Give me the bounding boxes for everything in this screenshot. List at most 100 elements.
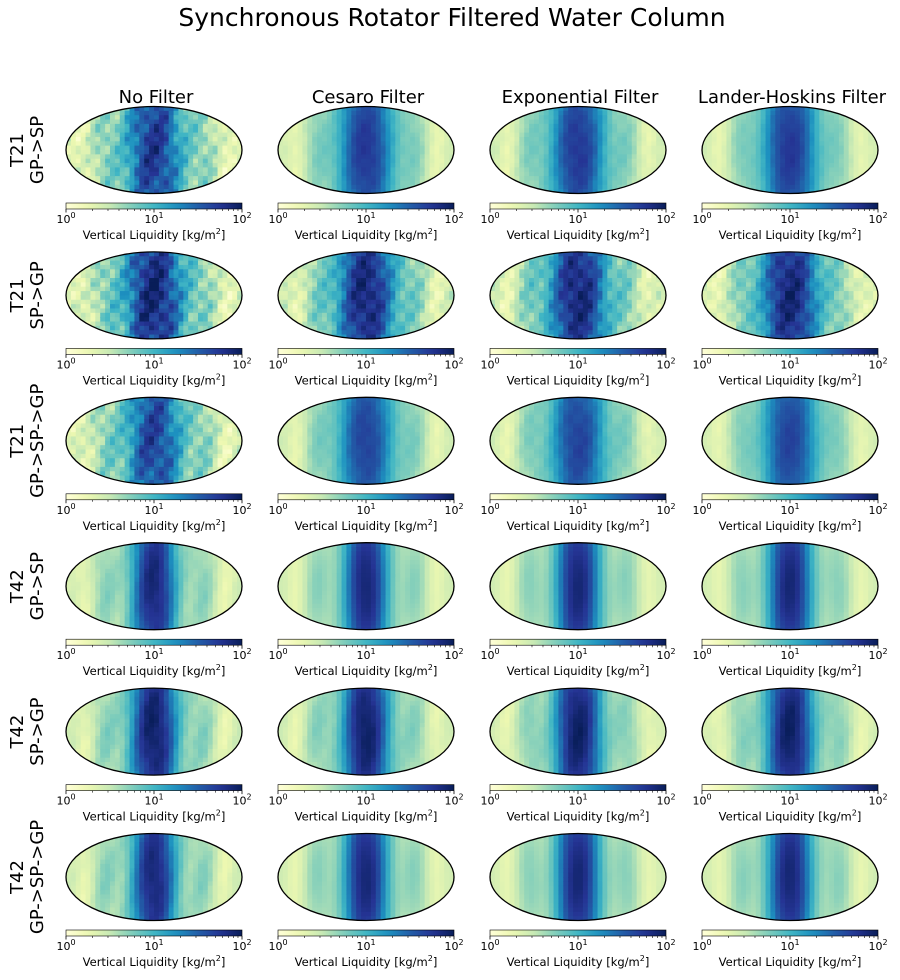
map-cell: [434, 325, 440, 331]
map-cell: [558, 189, 564, 194]
map-cell: [282, 291, 289, 296]
map-cell: [173, 260, 180, 266]
map-cell: [80, 286, 87, 292]
map-cell: [154, 106, 160, 112]
map-cell: [237, 330, 242, 336]
map-cell: [519, 189, 525, 194]
map-cell: [863, 150, 869, 155]
map-cell: [543, 136, 550, 142]
map-cell: [499, 308, 506, 314]
map-cell: [524, 119, 530, 125]
map-cell: [361, 167, 367, 173]
map-cell: [824, 176, 830, 182]
map-cell: [302, 150, 308, 155]
map-cell: [504, 136, 511, 142]
map-cell: [617, 189, 623, 194]
map-cell: [504, 251, 511, 257]
map-cell: [90, 317, 96, 323]
map-cell: [178, 308, 184, 314]
map-cell: [449, 286, 454, 292]
map-cell: [326, 299, 333, 305]
map-cell: [558, 163, 564, 168]
map-cell: [626, 136, 633, 142]
map-cell: [395, 330, 401, 336]
map-cell: [66, 321, 72, 327]
map-cell: [494, 163, 501, 168]
map-cell: [370, 141, 377, 147]
map-cell: [95, 123, 101, 129]
map-cell: [543, 145, 550, 151]
map-cell: [70, 295, 77, 301]
map-cell: [287, 299, 294, 305]
map-cell: [173, 251, 180, 257]
map-cell: [582, 282, 589, 288]
map-cell: [297, 189, 304, 194]
map-cell: [370, 176, 377, 182]
map-cell: [612, 141, 618, 147]
map-cell: [858, 136, 864, 142]
map-cell: [563, 260, 569, 266]
map-cell: [312, 119, 318, 125]
map-cell: [553, 123, 560, 129]
map-cell: [716, 123, 723, 129]
map-cell: [154, 291, 160, 296]
map-cell: [341, 325, 348, 331]
map-cell: [543, 180, 550, 186]
map-cell: [775, 123, 781, 129]
map-cell: [370, 273, 377, 279]
map-cell: [292, 150, 299, 155]
map-cell: [746, 115, 752, 121]
map-cell: [346, 167, 352, 173]
map-cell: [297, 167, 304, 173]
map-cell: [449, 264, 454, 270]
map-cell: [322, 145, 328, 151]
map-cell: [568, 317, 574, 323]
map-cell: [439, 150, 445, 155]
map-cell: [297, 150, 304, 155]
map-cell: [414, 325, 421, 331]
map-cell: [322, 273, 328, 279]
map-cell: [799, 136, 806, 142]
map-cell: [494, 282, 501, 288]
map-cell: [149, 123, 155, 129]
map-cell: [119, 264, 126, 270]
map-cell: [75, 141, 82, 147]
map-cell: [568, 334, 574, 339]
map-cell: [212, 119, 219, 125]
map-cell: [198, 278, 204, 283]
map-cell: [519, 330, 525, 336]
map-cell: [434, 299, 440, 305]
map-cell: [750, 136, 757, 142]
map-cell: [322, 167, 328, 173]
map-cell: [183, 260, 189, 266]
map-cell: [848, 119, 855, 125]
map-cell: [80, 251, 87, 257]
map-cell: [154, 158, 160, 164]
map-cell: [390, 176, 396, 182]
map-cell: [356, 189, 362, 194]
map-cell: [746, 119, 752, 125]
map-cell: [144, 264, 150, 270]
map-cell: [834, 154, 840, 160]
map-cell: [873, 184, 878, 190]
map-cell: [390, 260, 396, 266]
map-cell: [395, 321, 401, 327]
map-cell: [278, 321, 284, 327]
map-cell: [414, 150, 421, 155]
map-cell: [499, 145, 506, 151]
map-cell: [217, 308, 224, 314]
map-cell: [70, 106, 77, 112]
map-cell: [755, 167, 762, 173]
map-cell: [158, 260, 165, 266]
map-cell: [760, 158, 767, 164]
map-cell: [370, 317, 377, 323]
map-cell: [380, 317, 387, 323]
map-cell: [434, 330, 440, 336]
map-cell: [356, 180, 362, 186]
map-cell: [85, 158, 92, 164]
map-cell: [366, 256, 372, 262]
map-cell: [568, 132, 574, 138]
map-cell: [237, 273, 242, 279]
map-cell: [302, 291, 308, 296]
